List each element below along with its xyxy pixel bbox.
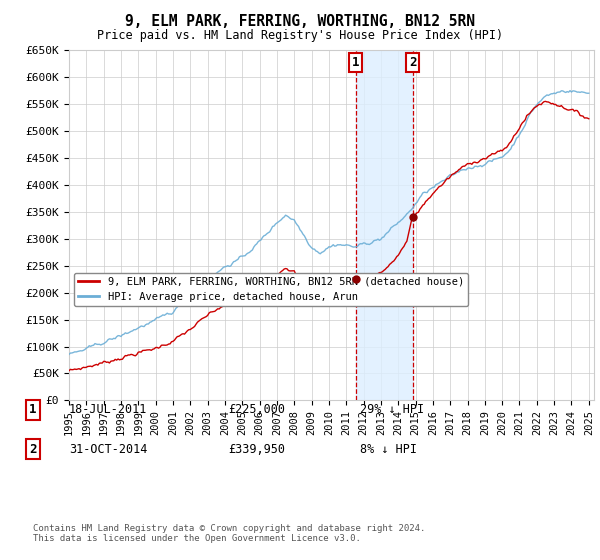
- Bar: [356, 50, 413, 400]
- Text: 31-OCT-2014: 31-OCT-2014: [69, 442, 148, 456]
- Text: 9, ELM PARK, FERRING, WORTHING, BN12 5RN: 9, ELM PARK, FERRING, WORTHING, BN12 5RN: [125, 14, 475, 29]
- Text: 18-JUL-2011: 18-JUL-2011: [69, 403, 148, 417]
- Text: 1: 1: [352, 56, 359, 69]
- Text: Price paid vs. HM Land Registry's House Price Index (HPI): Price paid vs. HM Land Registry's House …: [97, 29, 503, 42]
- Legend: 9, ELM PARK, FERRING, WORTHING, BN12 5RN (detached house), HPI: Average price, d: 9, ELM PARK, FERRING, WORTHING, BN12 5RN…: [74, 273, 468, 306]
- Text: £339,950: £339,950: [228, 442, 285, 456]
- Text: 8% ↓ HPI: 8% ↓ HPI: [360, 442, 417, 456]
- Text: 1: 1: [29, 403, 37, 417]
- Text: Contains HM Land Registry data © Crown copyright and database right 2024.
This d: Contains HM Land Registry data © Crown c…: [33, 524, 425, 543]
- Text: 2: 2: [29, 442, 37, 456]
- Text: £225,000: £225,000: [228, 403, 285, 417]
- Text: 2: 2: [409, 56, 416, 69]
- Text: 29% ↓ HPI: 29% ↓ HPI: [360, 403, 424, 417]
